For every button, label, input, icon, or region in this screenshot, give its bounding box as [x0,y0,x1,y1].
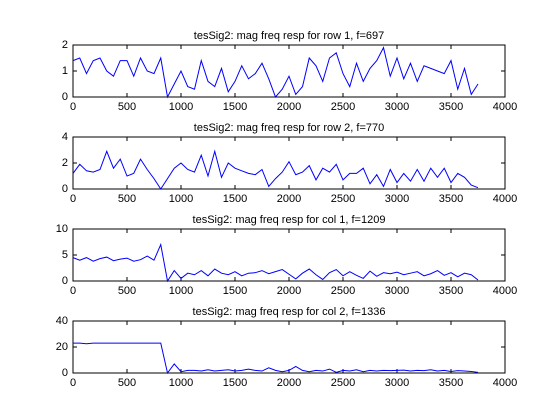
x-tick-label: 2000 [277,101,301,113]
axes-box [72,44,506,98]
x-tick-label: 1500 [223,285,247,297]
x-tick-label: 500 [118,193,136,205]
axes-box [72,136,506,190]
y-tick-label: 2 [62,39,68,51]
x-tick-label: 1500 [223,377,247,389]
line-series [72,242,479,283]
x-tick-label: 2500 [331,101,355,113]
line-series [72,149,479,190]
y-tick-label: 5 [62,249,68,261]
x-tick-label: 3500 [439,193,463,205]
x-tick-label: 4000 [493,101,517,113]
x-tick-label: 1500 [223,101,247,113]
x-tick-label: 3500 [439,101,463,113]
y-tick-label: 0 [62,367,68,379]
x-tick-label: 1000 [169,377,193,389]
x-tick-label: 3000 [385,285,409,297]
axes-box [72,320,506,374]
chart-title: tesSig2: mag freq resp for col 1, f=1209 [193,214,386,226]
x-tick-label: 0 [70,377,76,389]
chart-title: tesSig2: mag freq resp for row 2, f=770 [194,122,384,134]
x-tick-label: 500 [118,285,136,297]
x-tick-label: 3500 [439,377,463,389]
chart-title: tesSig2: mag freq resp for row 1, f=697 [194,30,384,42]
x-tick-label: 500 [118,101,136,113]
x-tick-label: 1500 [223,193,247,205]
x-tick-label: 0 [70,193,76,205]
x-tick-label: 4000 [493,377,517,389]
x-tick-label: 2500 [331,377,355,389]
y-tick-label: 20 [56,341,68,353]
x-tick-label: 1000 [169,193,193,205]
x-tick-label: 0 [70,285,76,297]
x-tick-label: 4000 [493,193,517,205]
y-tick-label: 0 [62,91,68,103]
x-tick-label: 1000 [169,285,193,297]
chart-title: tesSig2: mag freq resp for col 2, f=1336 [193,306,386,318]
x-tick-label: 0 [70,101,76,113]
y-tick-label: 4 [62,131,68,143]
x-tick-label: 1000 [169,101,193,113]
x-tick-label: 2000 [277,285,301,297]
y-tick-label: 10 [56,223,68,235]
x-tick-label: 3000 [385,193,409,205]
y-tick-label: 1 [62,65,68,77]
x-tick-label: 4000 [493,285,517,297]
y-tick-label: 0 [62,183,68,195]
y-tick-label: 40 [56,315,68,327]
axes-box [72,228,506,282]
x-tick-label: 2500 [331,193,355,205]
line-series [72,46,479,99]
y-tick-label: 0 [62,275,68,287]
x-tick-label: 2000 [277,193,301,205]
x-tick-label: 2500 [331,285,355,297]
x-tick-label: 3000 [385,377,409,389]
y-tick-label: 2 [62,157,68,169]
x-tick-label: 500 [118,377,136,389]
x-tick-label: 3500 [439,285,463,297]
line-series [73,342,479,375]
x-tick-label: 3000 [385,101,409,113]
x-tick-label: 2000 [277,377,301,389]
